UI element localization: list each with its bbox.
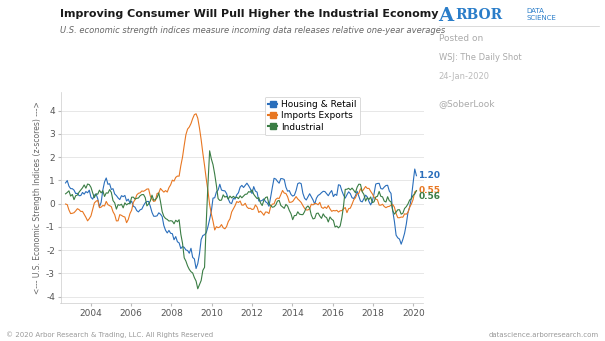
Y-axis label: <--- U.S. Economic Strength Indices (z-scores) --->: <--- U.S. Economic Strength Indices (z-s… [33, 101, 42, 294]
Text: A: A [439, 7, 454, 25]
Text: 24-Jan-2020: 24-Jan-2020 [439, 72, 489, 80]
Text: U.S. economic strength indices measure incoming data releases relative one-year : U.S. economic strength indices measure i… [60, 26, 446, 34]
Text: DATA
SCIENCE: DATA SCIENCE [526, 8, 556, 21]
Text: RBOR: RBOR [456, 8, 503, 21]
Text: © 2020 Arbor Research & Trading, LLC. All Rights Reserved: © 2020 Arbor Research & Trading, LLC. Al… [6, 331, 213, 338]
Text: Improving Consumer Will Pull Higher the Industrial Economy: Improving Consumer Will Pull Higher the … [60, 9, 439, 18]
Text: 0.56: 0.56 [419, 192, 440, 201]
Text: 0.55: 0.55 [419, 186, 440, 195]
Text: 1.20: 1.20 [419, 171, 440, 180]
Text: datascience.arborresearch.com: datascience.arborresearch.com [489, 331, 599, 338]
Text: WSJ: The Daily Shot: WSJ: The Daily Shot [439, 53, 522, 62]
Text: @SoberLook: @SoberLook [439, 99, 495, 108]
Legend: Housing & Retail, Imports Exports, Industrial: Housing & Retail, Imports Exports, Indus… [264, 97, 360, 135]
Text: Posted on: Posted on [439, 34, 483, 43]
